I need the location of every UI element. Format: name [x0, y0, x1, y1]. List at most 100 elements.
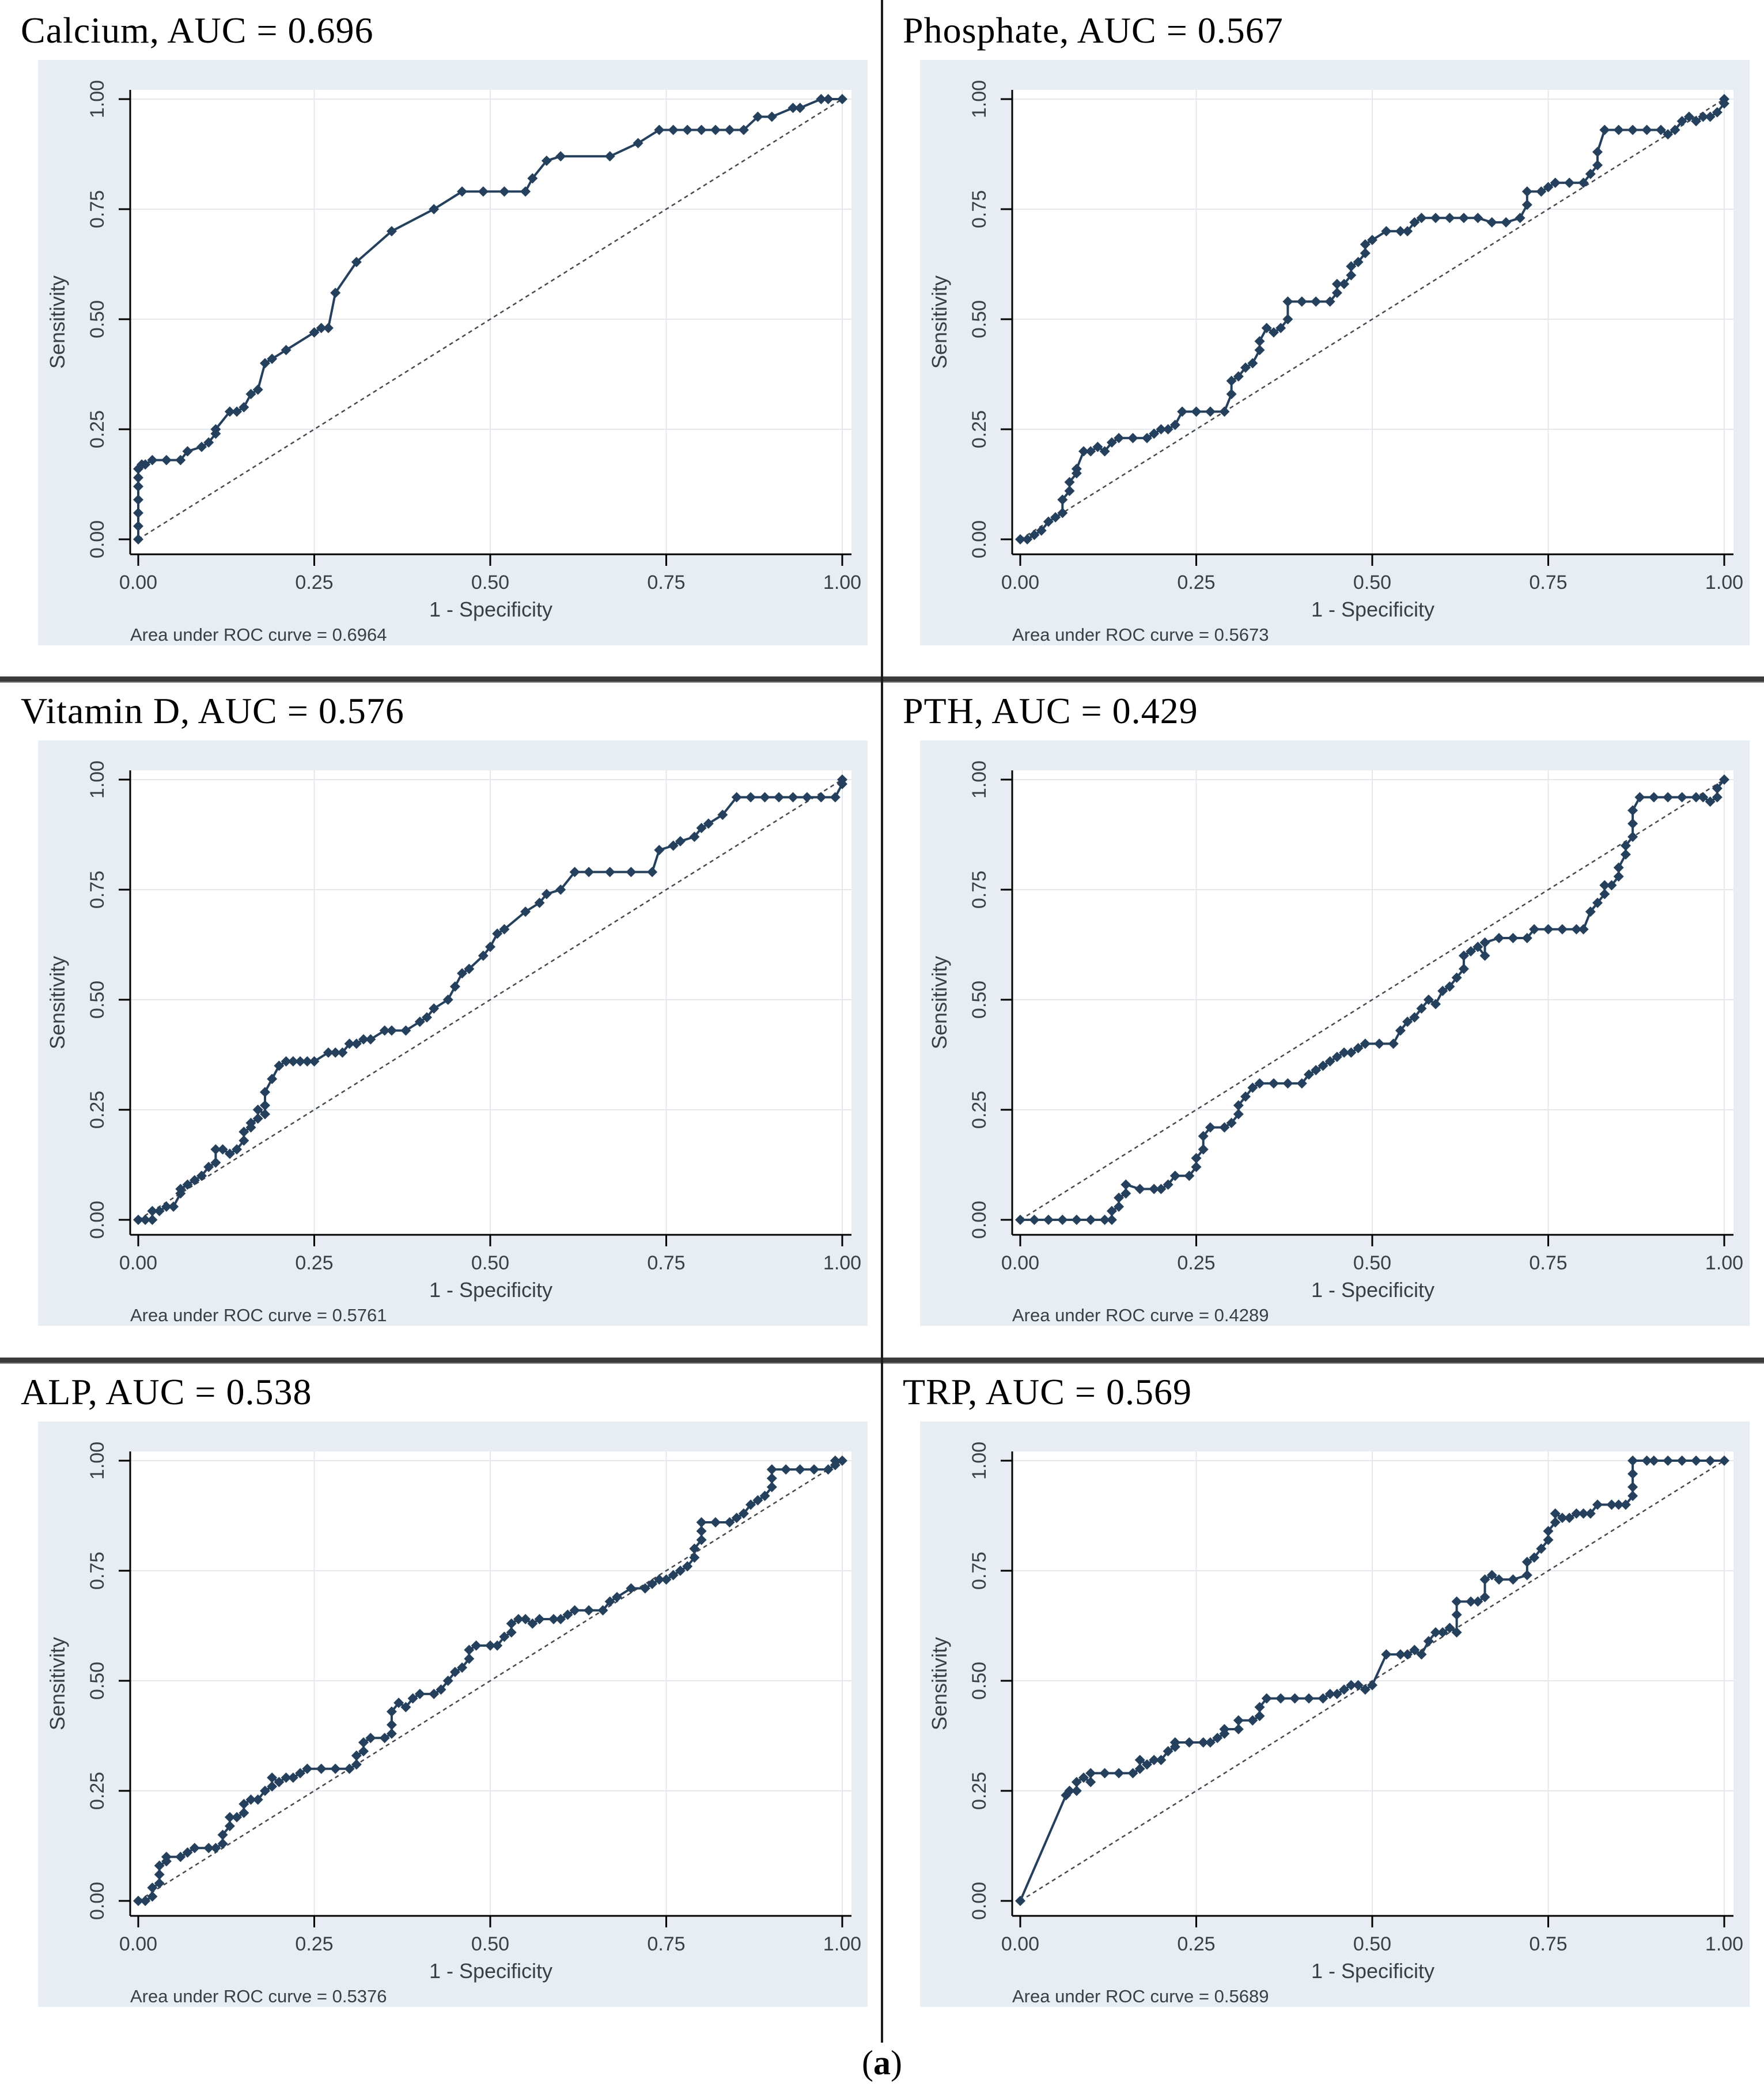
- x-tick-labels: 0.00 0.25 0.50 0.75 1.00: [119, 1252, 861, 1274]
- y-axis-label: Sensitivity: [46, 956, 69, 1049]
- svg-text:0.75: 0.75: [1529, 1933, 1567, 1955]
- gridlines: [130, 90, 851, 554]
- caption-open-paren: (: [862, 2044, 873, 2082]
- y-axis: [1001, 770, 1013, 1235]
- auc-footnote: Area under ROC curve = 0.4289: [1012, 1305, 1269, 1325]
- svg-text:0.25: 0.25: [968, 1091, 990, 1129]
- svg-text:0.50: 0.50: [86, 1662, 108, 1700]
- roc-markers: [1015, 94, 1729, 545]
- x-axis-label: 1 - Specificity: [1311, 1278, 1434, 1302]
- y-tick-labels: 0.00 0.25 0.50 0.75 1.00: [968, 761, 990, 1239]
- svg-text:1.00: 1.00: [968, 1442, 990, 1480]
- svg-text:0.00: 0.00: [119, 1933, 157, 1955]
- roc-markers: [133, 94, 847, 545]
- roc-markers: [133, 774, 847, 1225]
- plot-box: 0.00 0.25 0.50 0.75 1.00 0.00 0.25 0.50 0.75 1.00…: [920, 60, 1750, 645]
- panels-grid: Calcium, AUC = 0.696 0.00 0.25 0.50 0.75 1.00…: [21, 0, 1764, 2007]
- svg-text:0.75: 0.75: [1529, 572, 1567, 593]
- y-axis: [119, 770, 131, 1235]
- svg-text:0.75: 0.75: [1529, 1252, 1567, 1274]
- svg-text:0.25: 0.25: [86, 410, 108, 448]
- y-axis-label: Sensitivity: [46, 275, 69, 369]
- svg-text:1.00: 1.00: [86, 761, 108, 799]
- svg-text:0.50: 0.50: [86, 300, 108, 338]
- svg-text:0.00: 0.00: [1001, 1933, 1039, 1955]
- panel-title: Phosphate, AUC = 0.567: [903, 10, 1284, 51]
- svg-text:0.50: 0.50: [86, 981, 108, 1019]
- panel-title: Calcium, AUC = 0.696: [21, 10, 374, 51]
- y-tick-labels: 0.00 0.25 0.50 0.75 1.00: [86, 80, 108, 558]
- svg-text:0.75: 0.75: [86, 871, 108, 909]
- figure-caption: (a): [0, 2043, 1764, 2083]
- svg-text:0.50: 0.50: [968, 300, 990, 338]
- svg-text:0.00: 0.00: [1001, 1252, 1039, 1274]
- auc-footnote: Area under ROC curve = 0.6964: [130, 625, 387, 645]
- svg-text:1.00: 1.00: [823, 1252, 861, 1274]
- panel-title: Vitamin D, AUC = 0.576: [21, 690, 404, 731]
- caption-close-paren: ): [891, 2044, 902, 2082]
- svg-text:0.75: 0.75: [968, 190, 990, 228]
- svg-text:0.75: 0.75: [647, 572, 685, 593]
- roc-plot-svg: 0.00 0.25 0.50 0.75 1.00 0.00 0.25 0.50 0.75 1.00…: [46, 1442, 861, 2006]
- svg-text:0.50: 0.50: [968, 981, 990, 1019]
- svg-text:0.50: 0.50: [471, 1933, 509, 1955]
- svg-text:0.75: 0.75: [647, 1933, 685, 1955]
- column-divider: [881, 0, 883, 2043]
- y-axis: [1001, 1451, 1013, 1916]
- plot-box: 0.00 0.25 0.50 0.75 1.00 0.00 0.25 0.50 0.75 1.00…: [920, 1421, 1750, 2007]
- svg-text:0.25: 0.25: [968, 410, 990, 448]
- svg-text:0.50: 0.50: [1353, 1252, 1391, 1274]
- svg-text:1.00: 1.00: [1705, 1252, 1743, 1274]
- svg-text:0.25: 0.25: [86, 1091, 108, 1129]
- x-axis-label: 1 - Specificity: [429, 1959, 552, 1983]
- roc-markers: [133, 1455, 847, 1906]
- x-tick-labels: 0.00 0.25 0.50 0.75 1.00: [119, 572, 861, 593]
- plot-box: 0.00 0.25 0.50 0.75 1.00 0.00 0.25 0.50 0.75 1.00…: [38, 1421, 868, 2007]
- x-axis: [130, 553, 851, 566]
- svg-text:1.00: 1.00: [1705, 1933, 1743, 1955]
- roc-markers: [1015, 774, 1729, 1225]
- auc-footnote: Area under ROC curve = 0.5673: [1012, 625, 1269, 645]
- svg-text:1.00: 1.00: [823, 1933, 861, 1955]
- svg-text:1.00: 1.00: [968, 761, 990, 799]
- svg-text:0.00: 0.00: [968, 1882, 990, 1920]
- plot-box: 0.00 0.25 0.50 0.75 1.00 0.00 0.25 0.50 0.75 1.00…: [920, 740, 1750, 1326]
- x-tick-labels: 0.00 0.25 0.50 0.75 1.00: [1001, 572, 1743, 593]
- svg-text:0.25: 0.25: [968, 1772, 990, 1810]
- panel-title: PTH, AUC = 0.429: [903, 690, 1198, 731]
- y-axis: [1001, 90, 1013, 554]
- svg-text:0.75: 0.75: [86, 1552, 108, 1590]
- roc-plot-svg: 0.00 0.25 0.50 0.75 1.00 0.00 0.25 0.50 0.75 1.00…: [928, 1442, 1743, 2006]
- x-axis-label: 1 - Specificity: [429, 598, 552, 621]
- x-tick-labels: 0.00 0.25 0.50 0.75 1.00: [1001, 1252, 1743, 1274]
- panel-title: ALP, AUC = 0.538: [21, 1371, 312, 1412]
- x-axis: [1012, 1915, 1733, 1927]
- svg-text:0.00: 0.00: [968, 520, 990, 558]
- x-axis-label: 1 - Specificity: [429, 1278, 552, 1302]
- auc-footnote: Area under ROC curve = 0.5689: [1012, 1986, 1269, 2006]
- caption-letter: a: [873, 2044, 891, 2082]
- x-axis-label: 1 - Specificity: [1311, 1959, 1434, 1983]
- svg-text:0.00: 0.00: [86, 520, 108, 558]
- svg-text:0.25: 0.25: [1177, 572, 1215, 593]
- svg-text:1.00: 1.00: [968, 80, 990, 118]
- y-axis-label: Sensitivity: [928, 1637, 951, 1730]
- roc-plot-svg: 0.00 0.25 0.50 0.75 1.00 0.00 0.25 0.50 0.75 1.00…: [928, 761, 1743, 1325]
- panel-title: TRP, AUC = 0.569: [903, 1371, 1192, 1412]
- y-tick-labels: 0.00 0.25 0.50 0.75 1.00: [968, 80, 990, 558]
- svg-text:0.50: 0.50: [471, 1252, 509, 1274]
- y-axis: [119, 90, 131, 554]
- reference-line: [138, 98, 843, 540]
- x-axis: [130, 1234, 851, 1246]
- y-axis: [119, 1451, 131, 1916]
- y-axis-label: Sensitivity: [46, 1637, 69, 1730]
- x-axis: [1012, 553, 1733, 566]
- svg-text:0.75: 0.75: [968, 871, 990, 909]
- panel-phosphate: Phosphate, AUC = 0.567 0.00 0.25 0.50 0.75 1.…: [882, 0, 1764, 680]
- svg-text:0.00: 0.00: [119, 1252, 157, 1274]
- roc-markers: [1015, 1455, 1729, 1906]
- gridlines: [1012, 90, 1733, 554]
- svg-text:0.00: 0.00: [86, 1882, 108, 1920]
- y-tick-labels: 0.00 0.25 0.50 0.75 1.00: [968, 1442, 990, 1920]
- svg-text:0.50: 0.50: [1353, 572, 1391, 593]
